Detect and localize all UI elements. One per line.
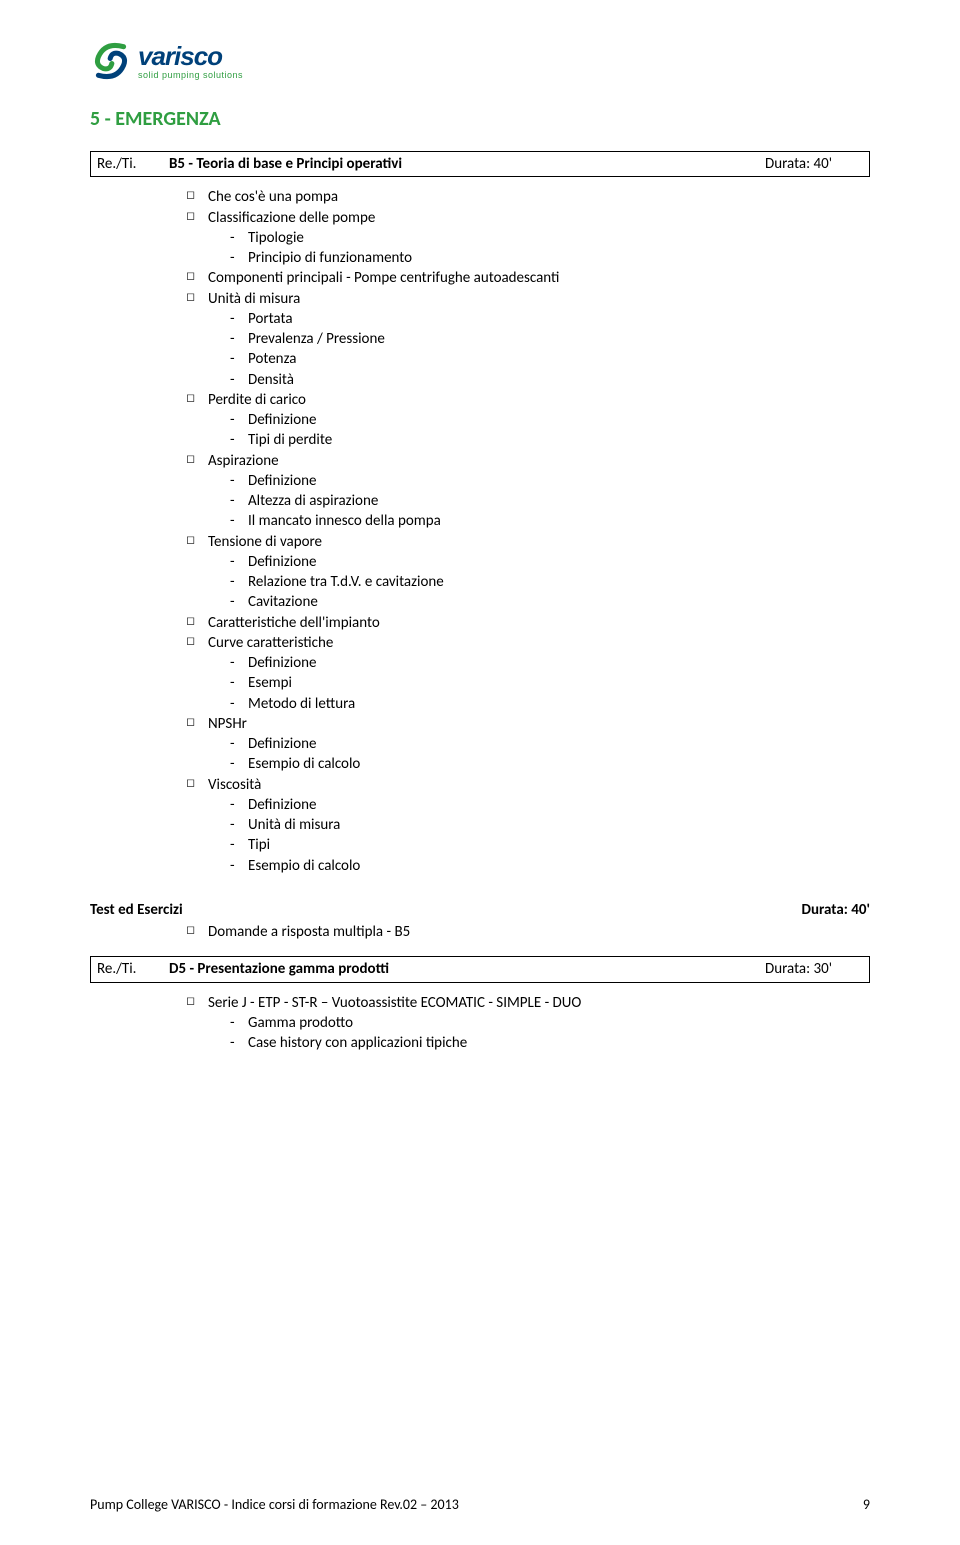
- module-title: D5 - Presentazione gamma prodotti: [163, 957, 759, 981]
- list-subitem: Gamma prodotto: [230, 1013, 870, 1033]
- list-subitem: Esempio di calcolo: [230, 856, 870, 876]
- list-subitem: Il mancato innesco della pompa: [230, 511, 870, 531]
- list-subitem: Potenza: [230, 349, 870, 369]
- list-subitem: Principio di funzionamento: [230, 248, 870, 268]
- module-d5-header: Re./Ti. D5 - Presentazione gamma prodott…: [90, 956, 870, 982]
- module-b5-content: Che cos'è una pompa Classificazione delle…: [90, 179, 870, 896]
- list-subitem: Altezza di aspirazione: [230, 491, 870, 511]
- list-subitem: Definizione: [230, 471, 870, 491]
- footer-text: Pump College VARISCO - Indice corsi di f…: [90, 1496, 459, 1515]
- list-item-label: Classificazione delle pompe: [208, 209, 375, 227]
- module-prefix: Re./Ti.: [91, 957, 163, 981]
- list-item-label: Unità di misura: [208, 290, 300, 308]
- section-heading: 5 - EMERGENZA: [90, 106, 870, 133]
- list-item: Componenti principali - Pompe centrifugh…: [186, 268, 870, 288]
- list-item-label: Perdite di carico: [208, 391, 306, 409]
- list-subitem: Densità: [230, 370, 870, 390]
- module-title: B5 - Teoria di base e Principi operativi: [163, 152, 759, 176]
- list-subitem: Metodo di lettura: [230, 694, 870, 714]
- list-subitem: Definizione: [230, 552, 870, 572]
- list-item: Caratteristiche dell'impianto: [186, 613, 870, 633]
- list-item-label: Aspirazione: [208, 452, 279, 470]
- test-item-label: Domande a risposta multipla - B5: [208, 923, 410, 941]
- module-prefix: Re./Ti.: [91, 152, 163, 176]
- module-b5-header: Re./Ti. B5 - Teoria di base e Principi o…: [90, 151, 870, 177]
- module-duration: Durata: 40': [759, 152, 869, 176]
- list-subitem: Prevalenza / Pressione: [230, 329, 870, 349]
- list-subitem: Tipi di perdite: [230, 430, 870, 450]
- list-subitem: Esempi: [230, 673, 870, 693]
- list-item: Domande a risposta multipla - B5: [186, 922, 870, 942]
- module-d5-content: Serie J - ETP - ST-R – Vuotoassistite EC…: [90, 985, 870, 1074]
- test-content: Domande a risposta multipla - B5: [90, 920, 870, 956]
- test-label: Test ed Esercizi: [90, 900, 183, 920]
- list-subitem: Definizione: [230, 653, 870, 673]
- logo-swirl-icon: [90, 40, 132, 82]
- list-subitem: Definizione: [230, 795, 870, 815]
- list-subitem: Case history con applicazioni tipiche: [230, 1033, 870, 1053]
- list-item: Tensione di vaporeDefinizioneRelazione t…: [186, 532, 870, 613]
- test-duration: Durata: 40': [802, 900, 870, 920]
- list-item: Unità di misuraPortataPrevalenza / Press…: [186, 289, 870, 390]
- list-item-label: Tensione di vapore: [208, 533, 322, 551]
- brand-logo: varisco solid pumping solutions: [90, 40, 870, 82]
- list-item-label: Viscosità: [208, 776, 261, 794]
- logo-wordmark: varisco: [138, 43, 243, 69]
- list-item: Serie J - ETP - ST-R – Vuotoassistite EC…: [186, 993, 870, 1054]
- list-item: NPSHrDefinizioneEsempio di calcolo: [186, 714, 870, 775]
- list-subitem: Unità di misura: [230, 815, 870, 835]
- list-item-label: Caratteristiche dell'impianto: [208, 614, 380, 632]
- list-subitem: Portata: [230, 309, 870, 329]
- list-item-label: Componenti principali - Pompe centrifugh…: [208, 269, 559, 287]
- list-item-label: Curve caratteristiche: [208, 634, 333, 652]
- list-item: ViscositàDefinizioneUnità di misuraTipiE…: [186, 775, 870, 876]
- page-footer: Pump College VARISCO - Indice corsi di f…: [90, 1496, 870, 1515]
- list-item-label: Serie J - ETP - ST-R – Vuotoassistite EC…: [208, 994, 581, 1012]
- list-item: Curve caratteristicheDefinizioneEsempiMe…: [186, 633, 870, 714]
- list-subitem: Esempio di calcolo: [230, 754, 870, 774]
- list-subitem: Tipologie: [230, 228, 870, 248]
- list-subitem: Definizione: [230, 410, 870, 430]
- list-subitem: Relazione tra T.d.V. e cavitazione: [230, 572, 870, 592]
- list-subitem: Tipi: [230, 835, 870, 855]
- list-subitem: Cavitazione: [230, 592, 870, 612]
- list-item: Classificazione delle pompeTipologiePrin…: [186, 208, 870, 269]
- test-row: Test ed Esercizi Durata: 40': [90, 900, 870, 920]
- list-item: Perdite di caricoDefinizioneTipi di perd…: [186, 390, 870, 451]
- list-item-label: NPSHr: [208, 715, 247, 733]
- list-item: AspirazioneDefinizioneAltezza di aspiraz…: [186, 451, 870, 532]
- list-item-label: Che cos'è una pompa: [208, 188, 338, 206]
- page-number: 9: [863, 1496, 870, 1515]
- logo-tagline: solid pumping solutions: [138, 71, 243, 80]
- list-item: Che cos'è una pompa: [186, 187, 870, 207]
- module-duration: Durata: 30': [759, 957, 869, 981]
- list-subitem: Definizione: [230, 734, 870, 754]
